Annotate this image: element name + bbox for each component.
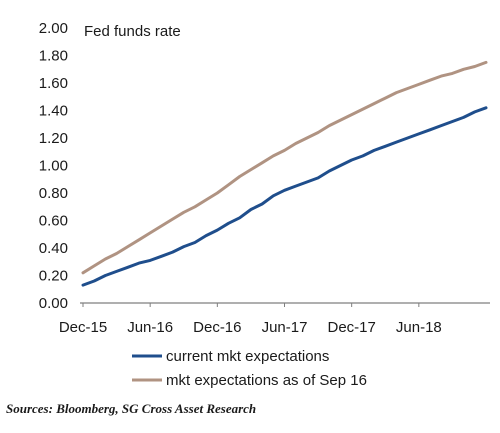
x-tick-label: Jun-18: [396, 319, 442, 336]
series-lines: [81, 60, 488, 287]
y-tick-label: 0.80: [39, 185, 68, 202]
x-axis-ticks: Dec-15 Jun-16 Dec-16 Jun-17 Dec-17 Jun-18: [59, 319, 442, 336]
x-tick-label: Jun-16: [127, 319, 173, 336]
series-line-2: [81, 60, 488, 275]
y-tick-label: 0.60: [39, 213, 68, 230]
y-tick-label: 1.80: [39, 48, 68, 65]
y-axis-ticks: 0.00 0.20 0.40 0.60 0.80 1.00 1.20 1.40 1.60 1.80…: [39, 20, 68, 312]
x-tick-label: Dec-15: [59, 319, 107, 336]
x-axis-tick-marks: [82, 303, 420, 307]
x-tick-label: Jun-17: [262, 319, 308, 336]
y-tick-label: 1.40: [39, 103, 68, 120]
chart-annotation: Fed funds rate: [84, 23, 181, 40]
y-tick-label: 0.20: [39, 268, 68, 285]
series-line-1: [81, 106, 488, 287]
source-note: Sources: Bloomberg, SG Cross Asset Resea…: [6, 401, 257, 416]
y-tick-label: 1.20: [39, 130, 68, 147]
x-tick-label: Dec-17: [327, 319, 375, 336]
y-tick-label: 2.00: [39, 20, 68, 37]
legend: current mkt expectations mkt expectations…: [132, 348, 367, 389]
x-tick-label: Dec-16: [193, 319, 241, 336]
y-tick-label: 1.00: [39, 158, 68, 175]
y-tick-label: 1.60: [39, 75, 68, 92]
legend-label-2: mkt expectations as of Sep 16: [166, 372, 367, 389]
y-tick-label: 0.00: [39, 295, 68, 312]
legend-label-1: current mkt expectations: [166, 348, 329, 365]
y-tick-label: 0.40: [39, 240, 68, 257]
